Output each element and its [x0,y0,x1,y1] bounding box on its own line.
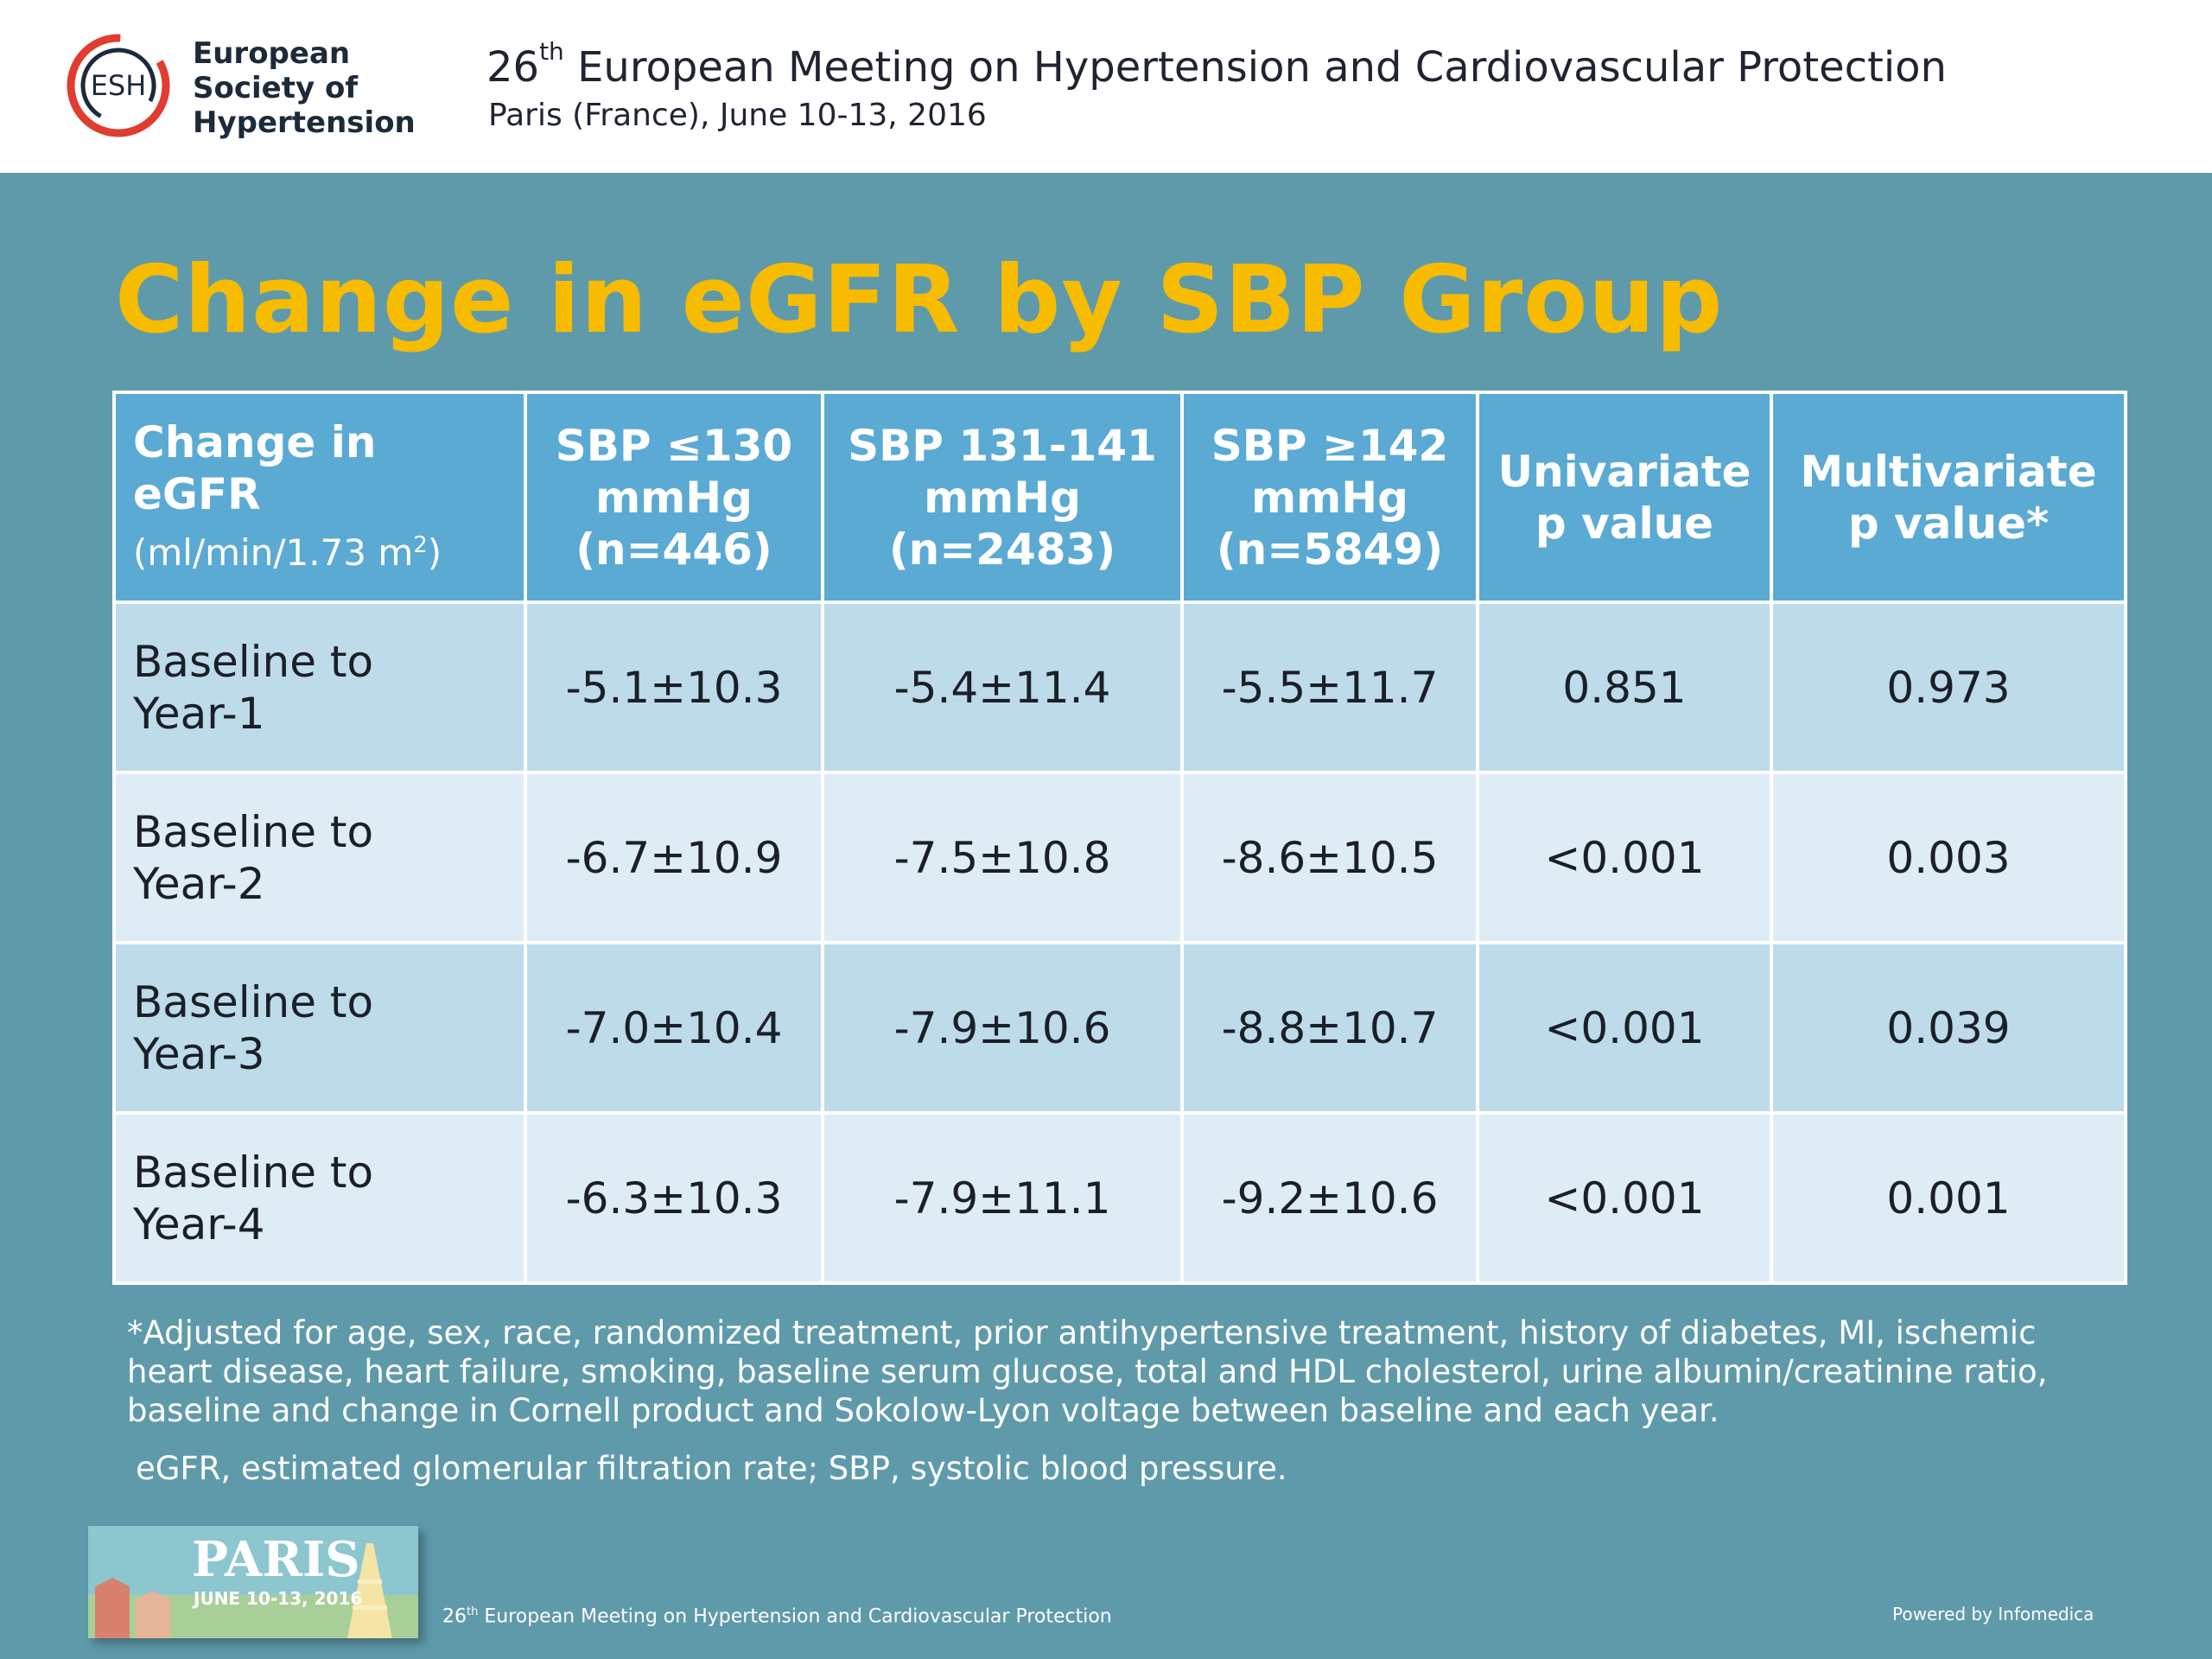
meeting-ordinal: th [539,37,564,66]
logo-name-line: Hypertension [193,105,416,140]
footer-meeting-number: 26 [442,1605,467,1628]
unit-text-end: ) [427,531,442,575]
cell-multivariate: 0.039 [1770,941,2127,1116]
adjustment-footnote: *Adjusted for age, sex, race, randomized… [127,1314,2048,1429]
header-line: eGFR [133,469,261,520]
meeting-title-text: European Meeting on Hypertension and Car… [563,43,1947,92]
footer-meeting-text: European Meeting on Hypertension and Car… [478,1605,1112,1628]
header-line: mmHg [1251,472,1408,523]
cell-sbp130: -5.1±10.3 [524,601,824,775]
row-label: Baseline to Year-4 [112,1111,527,1285]
paris-meeting-badge: PARIS JUNE 10-13, 2016 [88,1526,418,1638]
cell-sbp131: -7.9±10.6 [821,941,1184,1116]
table-row: Baseline to Year-2 -6.7±10.9 -7.5±10.8 -8… [112,771,2127,945]
header-line: (n=446) [575,524,772,575]
header-sbp-131-141: SBP 131-141 mmHg (n=2483) [821,390,1184,605]
header-line: mmHg [595,472,753,523]
header-univariate: Univariate p value [1476,390,1773,605]
header-line: mmHg [924,472,1081,523]
logo-organization-name: European Society of Hypertension [193,36,416,140]
row-label: Baseline to Year-1 [112,601,527,775]
footer-meeting-ordinal: th [467,1605,479,1618]
header-line: Change in [133,417,377,468]
cell-sbp130: -6.3±10.3 [524,1111,824,1285]
table-row: Baseline to Year-4 -6.3±10.3 -7.9±11.1 -9… [112,1111,2127,1285]
header-line: Univariate [1497,446,1751,497]
cell-multivariate: 0.973 [1770,601,2127,775]
footer-meeting-title: 26th European Meeting on Hypertension an… [442,1605,1112,1627]
slide-title: Change in eGFR by SBP Group [115,246,1724,354]
cell-multivariate: 0.003 [1770,771,2127,945]
header-line: (n=2483) [888,524,1116,575]
cell-sbp142: -8.8±10.7 [1180,941,1479,1116]
header-line: (n=5849) [1216,524,1444,575]
header-sbp-ge-142: SBP ≥142 mmHg (n=5849) [1180,390,1479,605]
header-sbp-le-130: SBP ≤130 mmHg (n=446) [524,390,824,605]
egfr-table: Change in eGFR (ml/min/1.73 m2) SBP ≤130… [112,390,2127,1285]
abbreviations-note: eGFR, estimated glomerular filtration ra… [136,1450,1287,1487]
table-row: Baseline to Year-1 -5.1±10.3 -5.4±11.4 -5… [112,601,2127,775]
header-change-in-egfr: Change in eGFR (ml/min/1.73 m2) [112,390,527,605]
meeting-title: 26th European Meeting on Hypertension an… [486,40,1947,92]
logo-abbreviation: ESH [90,69,147,102]
cell-univariate: <0.001 [1476,771,1773,945]
table-row: Baseline to Year-3 -7.0±10.4 -7.9±10.6 -8… [112,941,2127,1116]
row-label-line: Baseline to [133,636,374,687]
esh-logo-ring-icon [62,29,175,142]
row-label-line: Year-3 [133,1028,265,1079]
unit-sup: 2 [413,532,428,559]
table-header-row: Change in eGFR (ml/min/1.73 m2) SBP ≤130… [112,390,2127,605]
cell-sbp131: -7.9±11.1 [821,1111,1184,1285]
header-bar: ESH European Society of Hypertension 26t… [0,0,2212,173]
header-line: p value [1535,498,1714,549]
row-label-line: Year-4 [133,1198,265,1249]
header-line: SBP 131-141 [848,420,1157,471]
cell-sbp130: -7.0±10.4 [524,941,824,1116]
logo-name-line: Society of [193,71,359,105]
header-line: Multivariate [1800,446,2097,497]
cell-univariate: <0.001 [1476,1111,1773,1285]
header-line: SBP ≥142 [1211,420,1449,471]
cell-sbp130: -6.7±10.9 [524,771,824,945]
header-line: SBP ≤130 [555,420,793,471]
row-label-line: Baseline to [133,806,374,857]
row-label: Baseline to Year-3 [112,941,527,1116]
logo-name-line: European [193,36,351,71]
row-label-line: Baseline to [133,976,374,1027]
cell-sbp142: -5.5±11.7 [1180,601,1479,775]
header-line: p value* [1847,498,2050,549]
row-label-line: Year-2 [133,858,265,909]
eiffel-tower-icon [88,1526,418,1638]
cell-univariate: <0.001 [1476,941,1773,1116]
row-label-line: Year-1 [133,688,265,739]
badge-date: JUNE 10-13, 2016 [194,1588,363,1609]
meeting-subtitle: Paris (France), June 10-13, 2016 [488,98,987,133]
header-unit: (ml/min/1.73 m2) [133,520,524,578]
unit-text: (ml/min/1.73 m [133,531,414,575]
cell-multivariate: 0.001 [1770,1111,2127,1285]
meeting-number: 26 [486,43,540,92]
header-multivariate: Multivariate p value* [1770,390,2127,605]
cell-sbp142: -9.2±10.6 [1180,1111,1479,1285]
cell-sbp142: -8.6±10.5 [1180,771,1479,945]
powered-by-credit: Powered by Infomedica [1892,1604,2094,1624]
cell-sbp131: -7.5±10.8 [821,771,1184,945]
row-label: Baseline to Year-2 [112,771,527,945]
cell-sbp131: -5.4±11.4 [821,601,1184,775]
badge-city: PARIS [192,1531,360,1588]
row-label-line: Baseline to [133,1147,374,1198]
cell-univariate: 0.851 [1476,601,1773,775]
